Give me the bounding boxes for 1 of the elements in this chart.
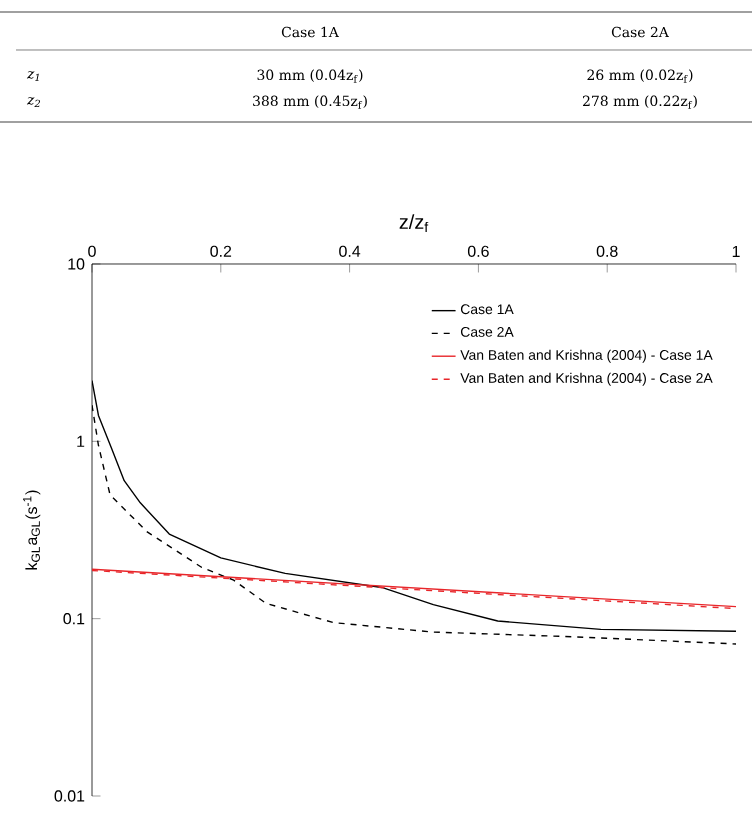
x-axis-title: z/z$_{f}$: [399, 214, 429, 232]
